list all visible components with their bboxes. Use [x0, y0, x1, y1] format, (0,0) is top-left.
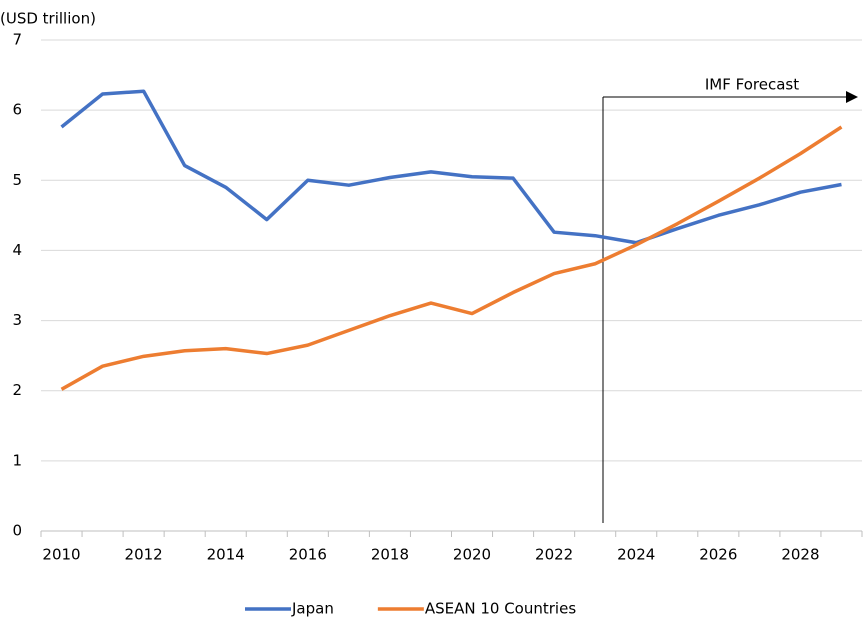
x-tick-label: 2010 — [42, 546, 80, 564]
annotation: IMF Forecast — [705, 76, 799, 94]
x-tick-label: 2028 — [781, 546, 819, 564]
legend-label: Japan — [291, 600, 334, 618]
arrow-head — [846, 91, 858, 103]
x-tick-label: 2016 — [289, 546, 327, 564]
x-tick-label: 2014 — [207, 546, 245, 564]
y-tick-label: 6 — [12, 101, 22, 119]
line-series — [60, 125, 843, 391]
y-tick-label: 0 — [12, 522, 22, 540]
y-tick-label: 7 — [12, 31, 22, 49]
x-tick-label: 2022 — [535, 546, 573, 564]
y-tick-label: 3 — [12, 311, 22, 329]
y-tick-label: 4 — [12, 241, 22, 259]
y-axis-label: (USD trillion) — [0, 10, 96, 28]
y-tick-label: 1 — [12, 451, 22, 469]
x-tick-label: 2026 — [699, 546, 737, 564]
x-tick-label: 2024 — [617, 546, 655, 564]
y-tick-label: 2 — [12, 381, 22, 399]
line-series — [60, 89, 842, 245]
legend-label: ASEAN 10 Countries — [425, 600, 576, 618]
y-tick-label: 5 — [12, 171, 22, 189]
x-tick-label: 2018 — [371, 546, 409, 564]
x-tick-label: 2020 — [453, 546, 491, 564]
x-tick-label: 2012 — [125, 546, 163, 564]
